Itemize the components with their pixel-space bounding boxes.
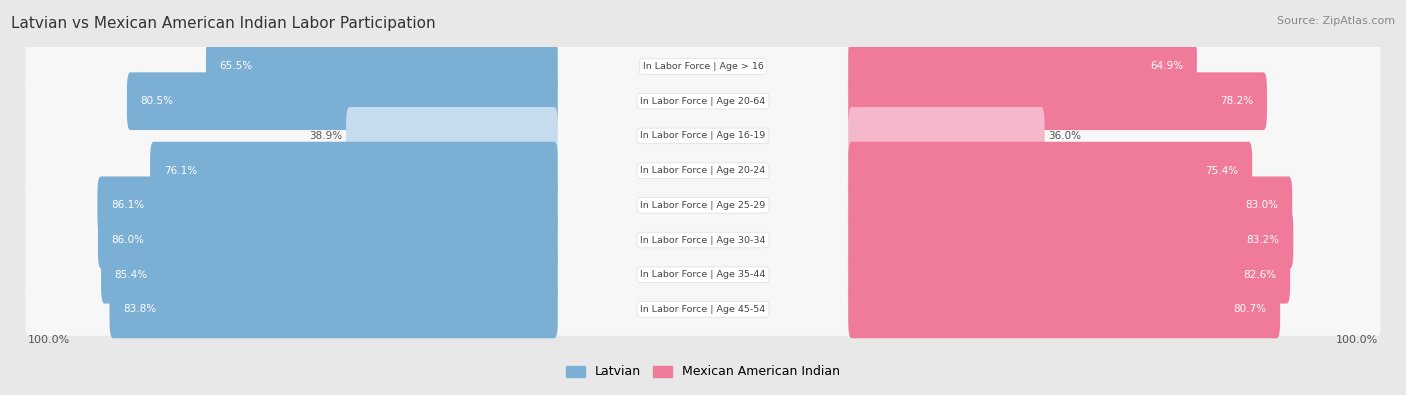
- FancyBboxPatch shape: [848, 72, 1267, 130]
- Text: 64.9%: 64.9%: [1150, 62, 1184, 71]
- Text: In Labor Force | Age 16-19: In Labor Force | Age 16-19: [640, 132, 766, 140]
- FancyBboxPatch shape: [25, 109, 1381, 162]
- Text: 100.0%: 100.0%: [28, 335, 70, 345]
- FancyBboxPatch shape: [127, 72, 558, 130]
- FancyBboxPatch shape: [25, 214, 1381, 266]
- FancyBboxPatch shape: [848, 38, 1197, 95]
- FancyBboxPatch shape: [25, 179, 1381, 232]
- FancyBboxPatch shape: [848, 246, 1291, 304]
- Text: In Labor Force | Age 20-24: In Labor Force | Age 20-24: [640, 166, 766, 175]
- Text: In Labor Force | Age > 16: In Labor Force | Age > 16: [643, 62, 763, 71]
- Text: In Labor Force | Age 20-64: In Labor Force | Age 20-64: [640, 97, 766, 106]
- Text: 78.2%: 78.2%: [1220, 96, 1254, 106]
- FancyBboxPatch shape: [25, 248, 1381, 301]
- Text: 86.1%: 86.1%: [111, 200, 143, 210]
- FancyBboxPatch shape: [97, 177, 558, 234]
- Text: 86.0%: 86.0%: [111, 235, 145, 245]
- Text: In Labor Force | Age 30-34: In Labor Force | Age 30-34: [640, 235, 766, 245]
- Text: In Labor Force | Age 35-44: In Labor Force | Age 35-44: [640, 270, 766, 279]
- FancyBboxPatch shape: [25, 283, 1381, 336]
- Text: 83.0%: 83.0%: [1246, 200, 1278, 210]
- FancyBboxPatch shape: [848, 211, 1294, 269]
- Text: 80.7%: 80.7%: [1233, 305, 1267, 314]
- FancyBboxPatch shape: [848, 107, 1045, 165]
- FancyBboxPatch shape: [98, 211, 558, 269]
- FancyBboxPatch shape: [101, 246, 558, 304]
- Text: In Labor Force | Age 45-54: In Labor Force | Age 45-54: [640, 305, 766, 314]
- FancyBboxPatch shape: [150, 142, 558, 199]
- Text: In Labor Force | Age 25-29: In Labor Force | Age 25-29: [640, 201, 766, 210]
- FancyBboxPatch shape: [848, 177, 1292, 234]
- FancyBboxPatch shape: [110, 280, 558, 338]
- Text: 83.8%: 83.8%: [124, 305, 156, 314]
- FancyBboxPatch shape: [25, 75, 1381, 128]
- Text: 85.4%: 85.4%: [115, 270, 148, 280]
- FancyBboxPatch shape: [346, 107, 558, 165]
- Text: 76.1%: 76.1%: [163, 166, 197, 176]
- FancyBboxPatch shape: [848, 280, 1279, 338]
- FancyBboxPatch shape: [205, 38, 558, 95]
- Text: 65.5%: 65.5%: [219, 62, 253, 71]
- Text: 80.5%: 80.5%: [141, 96, 173, 106]
- Text: 75.4%: 75.4%: [1205, 166, 1239, 176]
- Text: Latvian vs Mexican American Indian Labor Participation: Latvian vs Mexican American Indian Labor…: [11, 16, 436, 31]
- FancyBboxPatch shape: [848, 142, 1253, 199]
- Text: Source: ZipAtlas.com: Source: ZipAtlas.com: [1277, 16, 1395, 26]
- Text: 38.9%: 38.9%: [309, 131, 343, 141]
- Text: 82.6%: 82.6%: [1243, 270, 1277, 280]
- Text: 36.0%: 36.0%: [1047, 131, 1081, 141]
- FancyBboxPatch shape: [25, 40, 1381, 93]
- Text: 83.2%: 83.2%: [1247, 235, 1279, 245]
- Legend: Latvian, Mexican American Indian: Latvian, Mexican American Indian: [561, 360, 845, 384]
- FancyBboxPatch shape: [25, 144, 1381, 197]
- Text: 100.0%: 100.0%: [1336, 335, 1378, 345]
